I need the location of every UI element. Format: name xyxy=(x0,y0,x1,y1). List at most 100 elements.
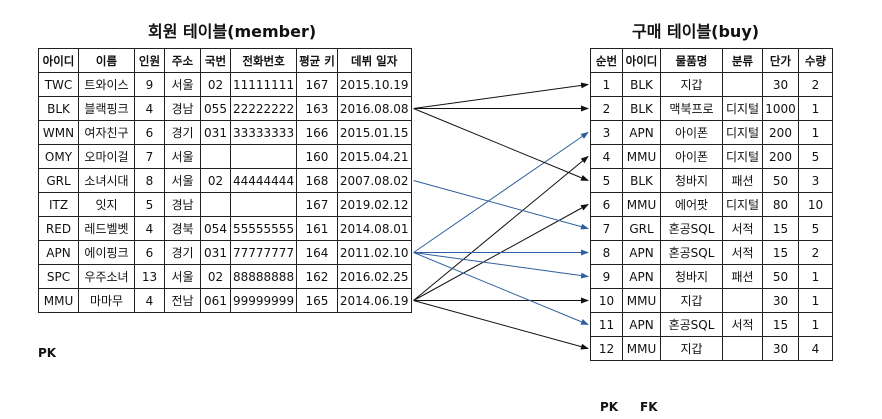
buy-table-title: 구매 테이블(buy) xyxy=(632,22,760,41)
buy-cell: BLK xyxy=(622,168,661,193)
buy-cell: 5 xyxy=(798,144,833,169)
member-cell: 우주소녀 xyxy=(78,264,135,289)
member-header-5: 전화번호 xyxy=(229,48,298,73)
buy-row: 4 MMU 아이폰 디지털 200 5 xyxy=(590,144,833,169)
member-cell: 2014.08.01 xyxy=(336,216,412,241)
buy-cell: BLK xyxy=(622,72,661,97)
buy-cell: 30 xyxy=(762,288,799,313)
buy-cell: 1 xyxy=(798,120,833,145)
member-cell: 2015.10.19 xyxy=(336,72,412,97)
member-table-title: 회원 테이블(member) xyxy=(148,22,317,41)
relationship-arrow xyxy=(413,180,589,230)
member-cell: 2016.08.08 xyxy=(336,96,412,121)
relationship-arrow xyxy=(413,82,589,109)
buy-cell: APN xyxy=(622,120,661,145)
buy-header-5: 수량 xyxy=(798,48,833,73)
member-cell: 055 xyxy=(200,96,231,121)
buy-cell: 50 xyxy=(762,264,799,289)
buy-cell: 11 xyxy=(590,312,623,337)
buy-cell: 서적 xyxy=(722,312,763,337)
buy-cell: 9 xyxy=(590,264,623,289)
buy-cell: 2 xyxy=(798,240,833,265)
member-header-6: 평균 키 xyxy=(296,48,338,73)
buy-cell: 15 xyxy=(762,312,799,337)
buy-header-4: 단가 xyxy=(762,48,799,73)
member-cell: 경남 xyxy=(164,96,201,121)
buy-cell: MMU xyxy=(622,336,661,361)
relationship-arrow xyxy=(413,252,589,325)
member-cell: 서울 xyxy=(164,144,201,169)
member-cell: 165 xyxy=(296,288,338,313)
buy-row: 2 BLK 맥북프로 디지털 1000 1 xyxy=(590,96,833,121)
buy-fk-label: FK xyxy=(640,400,658,414)
member-cell: 77777777 xyxy=(229,240,298,265)
relationship-arrow xyxy=(413,300,589,350)
member-cell: 22222222 xyxy=(229,96,298,121)
member-pk-label: PK xyxy=(38,346,57,360)
buy-cell: 혼공SQL xyxy=(660,216,723,241)
member-cell: 2015.04.21 xyxy=(336,144,412,169)
buy-cell: 혼공SQL xyxy=(660,240,723,265)
member-cell: 2014.06.19 xyxy=(336,288,412,313)
member-row: ITZ 잇지 5 경남 167 2019.02.12 xyxy=(38,192,412,217)
buy-pk-label: PK xyxy=(600,400,619,414)
member-cell: 전남 xyxy=(164,288,201,313)
member-cell: 에이핑크 xyxy=(78,240,135,265)
buy-cell: 디지털 xyxy=(722,192,763,217)
member-table: 아이디 이름 인원 주소 국번 전화번호 평균 키 데뷔 일자 TWC 트와이스 9 서울 02 111… xyxy=(38,48,412,313)
buy-cell: 200 xyxy=(762,144,799,169)
member-cell: 88888888 xyxy=(229,264,298,289)
member-cell: BLK xyxy=(38,96,79,121)
buy-cell: 30 xyxy=(762,336,799,361)
member-cell: 소녀시대 xyxy=(78,168,135,193)
member-cell: 8 xyxy=(134,168,165,193)
member-header-4: 국번 xyxy=(200,48,231,73)
member-header-7: 데뷔 일자 xyxy=(336,48,412,73)
member-cell: 5 xyxy=(134,192,165,217)
member-cell: 잇지 xyxy=(78,192,135,217)
member-cell: 마마무 xyxy=(78,288,135,313)
buy-cell: 1000 xyxy=(762,96,799,121)
buy-row: 9 APN 청바지 패션 50 1 xyxy=(590,264,833,289)
buy-header-1: 아이디 xyxy=(622,48,661,73)
buy-header-2: 물품명 xyxy=(660,48,723,73)
buy-cell: 10 xyxy=(798,192,833,217)
member-header-2: 인원 xyxy=(134,48,165,73)
member-cell: 7 xyxy=(134,144,165,169)
relationship-arrow xyxy=(413,155,589,301)
member-cell: 02 xyxy=(200,168,231,193)
buy-row: 10 MMU 지갑 30 1 xyxy=(590,288,833,313)
member-cell: 경남 xyxy=(164,192,201,217)
member-cell: WMN xyxy=(38,120,79,145)
member-cell: 99999999 xyxy=(229,288,298,313)
buy-cell: 지갑 xyxy=(660,72,723,97)
buy-cell xyxy=(722,336,763,361)
member-cell: 경북 xyxy=(164,216,201,241)
buy-cell: APN xyxy=(622,240,661,265)
buy-row: 1 BLK 지갑 30 2 xyxy=(590,72,833,97)
buy-cell: 80 xyxy=(762,192,799,217)
member-row: OMY 오마이걸 7 서울 160 2015.04.21 xyxy=(38,144,412,169)
member-header-0: 아이디 xyxy=(38,48,79,73)
buy-cell xyxy=(722,72,763,97)
buy-cell: 패션 xyxy=(722,168,763,193)
member-cell: 경기 xyxy=(164,240,201,265)
member-cell: GRL xyxy=(38,168,79,193)
member-row: TWC 트와이스 9 서울 02 11111111 167 2015.10.19 xyxy=(38,72,412,97)
member-cell: 061 xyxy=(200,288,231,313)
member-cell: 44444444 xyxy=(229,168,298,193)
buy-cell: APN xyxy=(622,312,661,337)
buy-cell: 2 xyxy=(590,96,623,121)
relationship-arrow xyxy=(413,108,589,181)
buy-cell: 혼공SQL xyxy=(660,312,723,337)
buy-cell: 디지털 xyxy=(722,144,763,169)
member-cell: 레드벨벳 xyxy=(78,216,135,241)
buy-row: 8 APN 혼공SQL 서적 15 2 xyxy=(590,240,833,265)
member-row: APN 에이핑크 6 경기 031 77777777 164 2011.02.10 xyxy=(38,240,412,265)
buy-cell: 4 xyxy=(590,144,623,169)
member-cell: 트와이스 xyxy=(78,72,135,97)
buy-cell: 4 xyxy=(798,336,833,361)
buy-row: 11 APN 혼공SQL 서적 15 1 xyxy=(590,312,833,337)
relationship-arrow xyxy=(413,252,589,279)
